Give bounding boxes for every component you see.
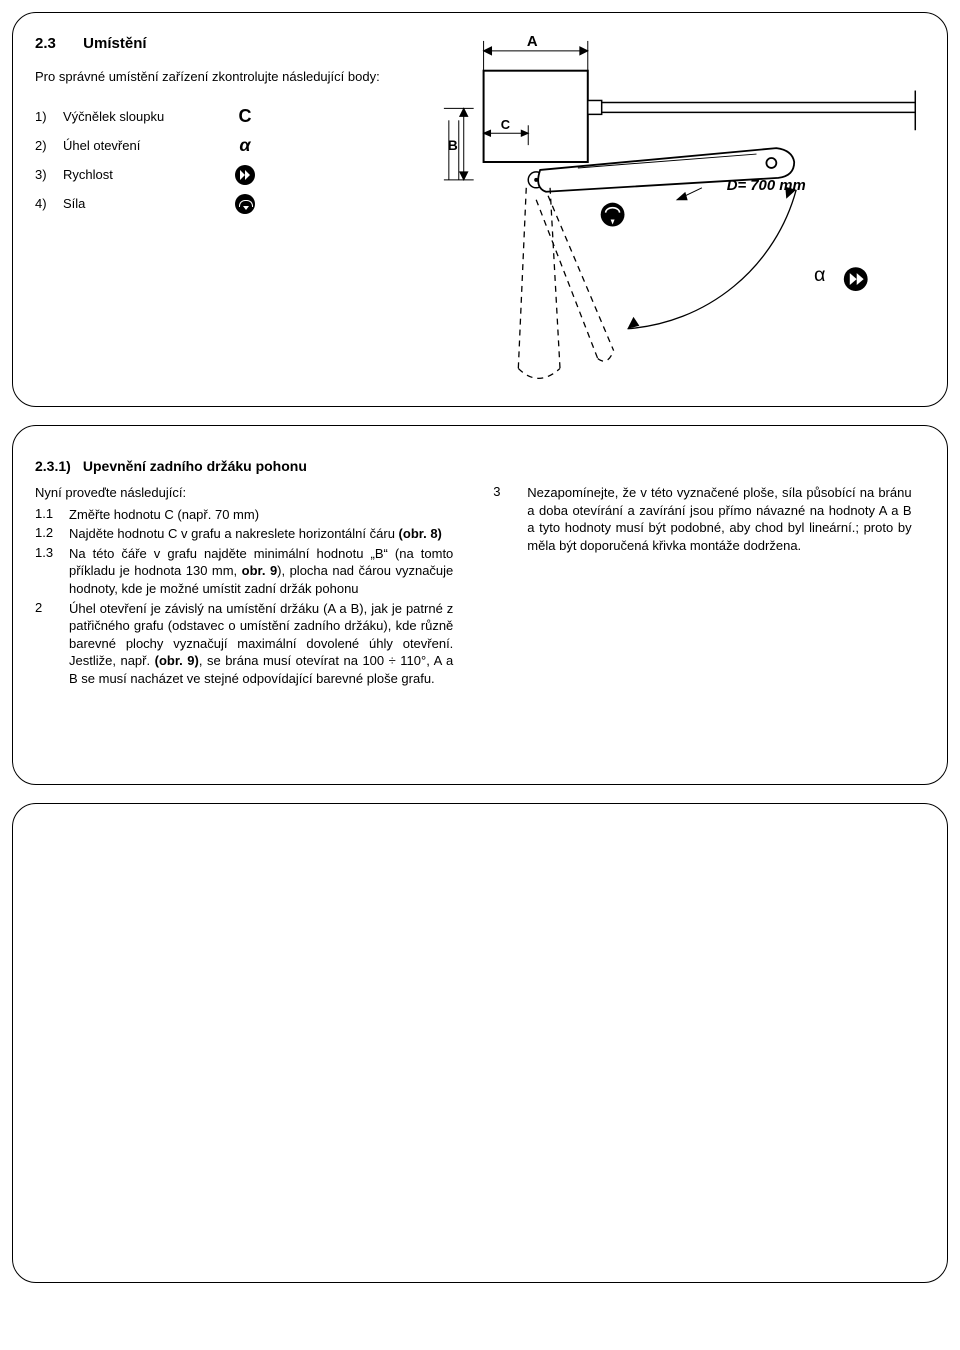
column-left: Nyní proveďte následující: 1.1 Změřte ho… — [35, 484, 453, 689]
item-symbol — [233, 189, 263, 218]
fast-forward-icon — [235, 165, 255, 185]
section-intro: Pro správné umístění zařízení zkontroluj… — [35, 68, 409, 86]
diagram-container: A B — [429, 31, 925, 388]
item-number: 1.3 — [35, 545, 69, 600]
list-item: 2) Úhel otevření α — [35, 131, 263, 160]
list-item: 1.2 Najděte hodnotu C v grafu a nakresle… — [35, 525, 453, 545]
numbered-list: 3 Nezapomínejte, že v této vyznačené plo… — [493, 484, 911, 556]
item-symbol: C — [233, 102, 263, 131]
panel-empty — [12, 803, 948, 1283]
item-index: 4) — [35, 189, 63, 218]
section-heading: 2.3 Umístění — [35, 35, 409, 52]
list-item: 1.3 Na této čáře v grafu najděte minimál… — [35, 545, 453, 600]
check-list: 1) Výčnělek sloupku C 2) Úhel otevření α… — [35, 102, 263, 219]
column-right: 3 Nezapomínejte, že v této vyznačené plo… — [493, 484, 911, 689]
list-item: 3) Rychlost — [35, 160, 263, 189]
item-number: 3 — [493, 484, 527, 556]
fast-forward-icon — [844, 267, 868, 291]
list-item: 4) Síla — [35, 189, 263, 218]
positioning-text: 2.3 Umístění Pro správné umístění zaříze… — [35, 31, 409, 388]
label-alpha: α — [814, 264, 825, 286]
item-label: Úhel otevření — [63, 131, 233, 160]
label-C: C — [501, 117, 510, 132]
item-number: 1.2 — [35, 525, 69, 545]
bold-ref: (obr. 8) — [399, 526, 442, 541]
item-index: 2) — [35, 131, 63, 160]
item-text: Změřte hodnotu C (např. 70 mm) — [69, 506, 453, 526]
item-symbol — [233, 160, 263, 189]
item-symbol: α — [233, 131, 263, 160]
label-A: A — [527, 34, 538, 50]
list-item: 1.1 Změřte hodnotu C (např. 70 mm) — [35, 506, 453, 526]
bold-ref: (obr. 9) — [155, 653, 199, 668]
list-item: 1) Výčnělek sloupku C — [35, 102, 263, 131]
two-column-body: Nyní proveďte následující: 1.1 Změřte ho… — [35, 484, 925, 689]
alpha-arc — [627, 190, 796, 329]
item-label: Rychlost — [63, 160, 233, 189]
panel-positioning: 2.3 Umístění Pro správné umístění zaříze… — [12, 12, 948, 407]
gate-closed-outline — [518, 188, 613, 379]
force-icon — [235, 194, 255, 214]
force-icon — [600, 203, 624, 227]
label-B: B — [448, 137, 458, 153]
motor-box — [483, 71, 587, 162]
item-index: 3) — [35, 160, 63, 189]
section-number: 2.3 — [35, 35, 79, 52]
subsection-heading: 2.3.1) Upevnění zadního držáku pohonu — [35, 458, 925, 474]
item-number: 2 — [35, 600, 69, 690]
list-item: 3 Nezapomínejte, že v této vyznačené plo… — [493, 484, 911, 556]
lead-text: Nyní proveďte následující: — [35, 484, 453, 502]
item-index: 1) — [35, 102, 63, 131]
item-label: Síla — [63, 189, 233, 218]
list-item: 2 Úhel otevření je závislý na umístění d… — [35, 600, 453, 690]
mounting-diagram: A B — [429, 31, 925, 388]
subsection-number: 2.3.1) — [35, 458, 79, 474]
bold-ref: obr. 9 — [242, 563, 278, 578]
subsection-title: Upevnění zadního držáku pohonu — [83, 458, 307, 474]
panel-rear-bracket: 2.3.1) Upevnění zadního držáku pohonu Ny… — [12, 425, 948, 785]
item-text: Na této čáře v grafu najděte minimální h… — [69, 545, 453, 600]
numbered-list: 1.1 Změřte hodnotu C (např. 70 mm) 1.2 N… — [35, 506, 453, 689]
item-text: Nezapomínejte, že v této vyznačené ploše… — [527, 484, 911, 556]
section-title: Umístění — [83, 35, 146, 52]
item-number: 1.1 — [35, 506, 69, 526]
item-label: Výčnělek sloupku — [63, 102, 233, 131]
item-text: Najděte hodnotu C v grafu a nakreslete h… — [69, 525, 453, 545]
item-text: Úhel otevření je závislý na umístění drž… — [69, 600, 453, 690]
